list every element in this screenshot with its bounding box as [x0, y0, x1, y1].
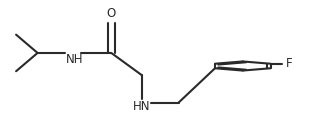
Text: O: O: [107, 7, 116, 20]
Text: HN: HN: [133, 100, 150, 113]
Text: NH: NH: [66, 53, 83, 66]
Text: F: F: [286, 57, 292, 70]
